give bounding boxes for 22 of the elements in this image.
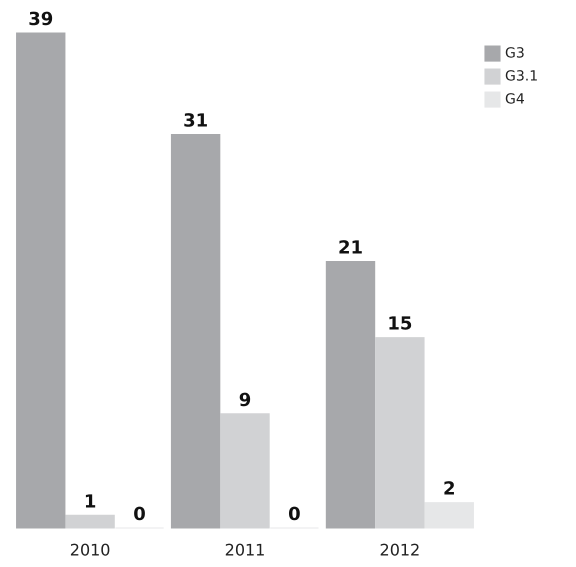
data-label: 9 (238, 390, 252, 411)
x-tick-label: 2010 (70, 540, 110, 560)
legend-label: G4 (505, 92, 525, 108)
bar (65, 514, 115, 528)
data-label: 1 (84, 491, 96, 512)
data-label: 15 (387, 314, 412, 335)
x-tick-label: 2011 (224, 540, 266, 560)
bar (375, 337, 425, 528)
legend-label: G3.1 (505, 68, 538, 84)
data-label: 2 (442, 478, 456, 500)
bar (16, 32, 66, 528)
data-label: 0 (133, 504, 146, 525)
x-tick-label: 2012 (380, 540, 420, 560)
data-label: 31 (183, 110, 208, 132)
bar (424, 502, 474, 528)
bar (220, 413, 270, 528)
data-label: 21 (338, 237, 364, 258)
bar (170, 134, 220, 528)
data-label: 0 (288, 504, 301, 525)
legend-label: G3 (505, 46, 525, 62)
bar (326, 260, 376, 528)
data-label: 39 (28, 9, 54, 30)
